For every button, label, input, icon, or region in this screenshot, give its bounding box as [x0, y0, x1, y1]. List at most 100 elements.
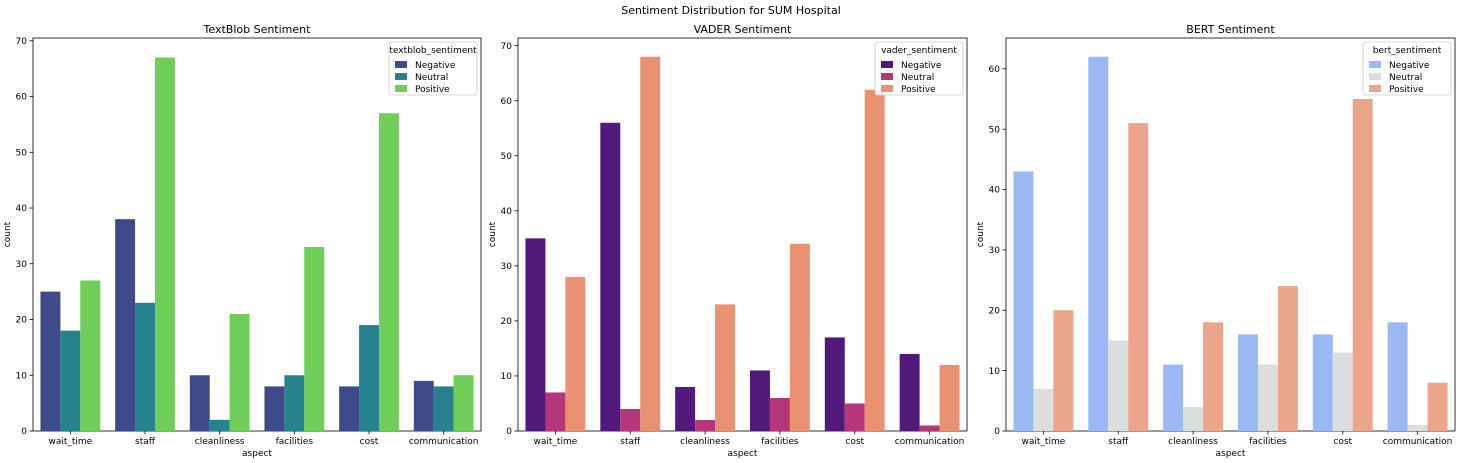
bar-negative-staff [1088, 56, 1109, 431]
legend-swatch-negative [1369, 61, 1381, 68]
legend-title: bert_sentiment [1373, 46, 1442, 56]
x-tick-label: wait_time [1022, 437, 1066, 447]
chart-title: VADER Sentiment [694, 23, 792, 36]
x-tick-label: wait_time [48, 437, 92, 447]
bar-positive-staff [640, 56, 661, 431]
bar-positive-cleanliness [715, 304, 736, 431]
bar-neutral-cleanliness [1183, 406, 1204, 431]
x-tick-label: staff [135, 437, 156, 447]
y-tick-label: 70 [16, 37, 28, 47]
bar-negative-wait_time [525, 238, 546, 431]
bar-neutral-facilities [284, 375, 305, 431]
y-tick-label: 40 [16, 204, 28, 214]
bar-positive-facilities [304, 247, 325, 431]
bar-negative-wait_time [40, 291, 61, 431]
y-tick-label: 10 [16, 371, 28, 381]
y-axis-label: count [3, 221, 13, 247]
x-tick-label: facilities [761, 437, 799, 447]
y-tick-label: 0 [21, 427, 27, 437]
legend-box [874, 41, 964, 96]
x-tick-label: communication [1383, 437, 1453, 447]
bar-neutral-cleanliness [209, 419, 230, 431]
y-axis-label: count [976, 221, 986, 247]
bar-negative-cleanliness [189, 375, 210, 431]
y-tick-label: 60 [16, 93, 28, 103]
bar-neutral-facilities [769, 397, 790, 431]
bar-positive-wait_time [1053, 310, 1074, 431]
legend-swatch-neutral [881, 73, 893, 80]
y-tick-label: 40 [989, 186, 1001, 196]
legend-box [388, 41, 478, 96]
bar-negative-facilities [1237, 334, 1258, 431]
bar-neutral-wait_time [1033, 388, 1054, 431]
legend-swatch-positive [881, 85, 893, 92]
y-tick-label: 30 [989, 246, 1001, 256]
axes-frame [32, 37, 482, 432]
y-tick-label: 60 [501, 97, 513, 107]
legend: bert_sentiment Negative Neutral Positive [1362, 41, 1452, 96]
legend-box [1362, 41, 1452, 96]
chart-panel-2: VADER Sentiment 0 10 20 30 40 50 60 70 count wait_… [488, 23, 968, 459]
bar-positive-cleanliness [229, 313, 250, 431]
axes-frame [1005, 37, 1456, 432]
bar-negative-communication [899, 353, 920, 431]
x-axis-label: aspect [1216, 449, 1246, 459]
bar-negative-staff [115, 219, 136, 431]
bar-neutral-communication [919, 425, 940, 431]
y-axis-label: count [488, 221, 498, 247]
legend-label-neutral: Neutral [1389, 73, 1422, 83]
bar-negative-cost [824, 337, 845, 431]
y-tick-label: 50 [989, 125, 1001, 135]
y-tick-label: 0 [506, 427, 512, 437]
chart-title: BERT Sentiment [1186, 23, 1275, 36]
x-tick-label: wait_time [534, 437, 578, 447]
legend-swatch-positive [1369, 85, 1381, 92]
bar-positive-facilities [1277, 286, 1298, 431]
bar-neutral-cost [1332, 352, 1353, 431]
y-tick-label: 60 [989, 65, 1001, 75]
bar-neutral-communication [433, 386, 454, 431]
legend-label-positive: Positive [1389, 85, 1424, 95]
bar-neutral-wait_time [545, 392, 566, 431]
bar-negative-staff [600, 122, 621, 431]
legend-swatch-negative [395, 61, 407, 68]
bar-neutral-staff [1108, 340, 1129, 431]
y-tick-label: 20 [16, 316, 28, 326]
chart-panel-3: BERT Sentiment 0 10 20 30 40 50 60 count wait_tim… [976, 23, 1456, 459]
x-tick-label: facilities [276, 437, 314, 447]
x-tick-label: staff [620, 437, 641, 447]
bar-positive-cost [1352, 98, 1373, 431]
legend-title: vader_sentiment [881, 46, 957, 56]
bar-neutral-facilities [1257, 364, 1278, 431]
x-tick-label: communication [409, 437, 479, 447]
y-tick-label: 10 [501, 372, 513, 382]
y-tick-label: 10 [989, 367, 1001, 377]
figure-title: Sentiment Distribution for SUM Hospital [621, 4, 841, 17]
x-tick-label: cost [845, 437, 864, 447]
x-tick-label: communication [895, 437, 965, 447]
y-tick-label: 20 [989, 306, 1001, 316]
y-tick-label: 40 [501, 207, 513, 217]
y-tick-label: 30 [501, 262, 513, 272]
bar-positive-communication [939, 364, 960, 431]
x-tick-label: facilities [1249, 437, 1287, 447]
legend-title: textblob_sentiment [389, 46, 477, 56]
legend-swatch-neutral [395, 73, 407, 80]
y-tick-label: 30 [16, 260, 28, 270]
bar-neutral-staff [135, 302, 155, 431]
bar-positive-cost [864, 89, 885, 431]
bar-positive-cost [378, 113, 399, 432]
legend-label-positive: Positive [901, 85, 936, 95]
chart-panel-1: TextBlob Sentiment 0 10 20 30 40 50 60 70 count wa… [3, 23, 482, 459]
bar-negative-cost [1312, 334, 1333, 431]
bar-negative-communication [1387, 322, 1408, 431]
bar-negative-cleanliness [1163, 364, 1184, 431]
legend-swatch-negative [881, 61, 893, 68]
legend-label-negative: Negative [415, 61, 456, 71]
bar-negative-communication [413, 380, 434, 431]
y-tick-label: 20 [501, 317, 513, 327]
x-tick-label: cleanliness [195, 437, 245, 447]
bar-positive-cleanliness [1203, 322, 1224, 431]
bar-neutral-communication [1407, 424, 1428, 431]
chart-title: TextBlob Sentiment [203, 23, 312, 36]
